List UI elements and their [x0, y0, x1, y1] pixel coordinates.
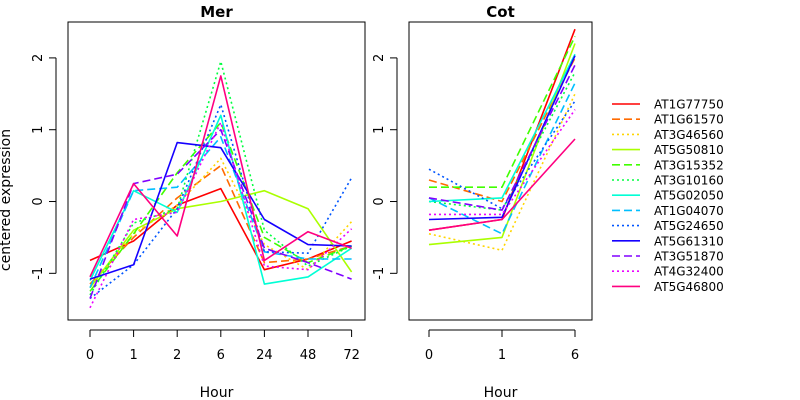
y-tick-label: 0	[372, 197, 387, 205]
x-tick-label: 2	[173, 348, 181, 363]
series-line	[89, 121, 353, 309]
y-axis-label: centered expression	[0, 129, 14, 271]
x-axis-label: Hour	[200, 385, 234, 400]
legend-label: AT1G77750	[654, 98, 724, 112]
series-line	[89, 60, 352, 296]
series-line	[89, 114, 353, 285]
series-line	[428, 55, 576, 221]
x-tick-label: 0	[425, 348, 433, 363]
legend-label: AT4G32400	[654, 265, 724, 279]
x-tick-label: 6	[217, 348, 225, 363]
series-line	[428, 64, 576, 211]
y-tick-label: 1	[31, 126, 46, 134]
legend-label: AT5G46800	[654, 280, 724, 294]
legend-label: AT5G24650	[654, 219, 724, 233]
legend-label: AT5G02050	[654, 189, 724, 203]
y-tick-label: 0	[31, 197, 46, 205]
legend-label: AT5G61310	[654, 234, 724, 248]
y-tick-label: -1	[372, 267, 387, 280]
series-line	[89, 141, 352, 280]
x-tick-label: 6	[571, 348, 579, 363]
x-tick-label: 48	[300, 348, 317, 363]
series-line	[89, 189, 353, 289]
series-line	[429, 36, 576, 188]
legend-label: AT5G50810	[654, 143, 724, 157]
y-tick-label: 2	[31, 54, 46, 62]
series-line	[428, 100, 576, 210]
legend-label: AT3G10160	[654, 174, 724, 188]
legend-label: AT1G04070	[654, 204, 724, 218]
plot-frame	[67, 21, 366, 321]
x-tick-label: 0	[86, 348, 94, 363]
series-line	[89, 75, 352, 278]
series-line	[89, 136, 352, 289]
legend-label: AT3G51870	[654, 250, 724, 264]
series-line	[89, 157, 353, 289]
legend-label: AT3G15352	[654, 158, 724, 172]
y-tick-label: 1	[372, 126, 387, 134]
panel-title: Mer	[200, 3, 233, 21]
x-tick-label: 24	[256, 348, 273, 363]
legend-label: AT3G46560	[654, 128, 724, 142]
series-line	[428, 138, 576, 231]
y-tick-label: -1	[31, 267, 46, 280]
series-line	[428, 82, 576, 235]
x-tick-label: 1	[129, 348, 137, 363]
series-line	[89, 164, 352, 285]
x-axis-label: Hour	[484, 385, 518, 400]
x-tick-label: 72	[343, 348, 360, 363]
plot-frame	[408, 21, 593, 321]
x-tick-label: 1	[498, 348, 506, 363]
y-tick-label: 2	[372, 54, 387, 62]
series-line	[428, 53, 576, 203]
legend-label: AT1G61570	[654, 113, 724, 127]
panel-title: Cot	[486, 3, 514, 21]
